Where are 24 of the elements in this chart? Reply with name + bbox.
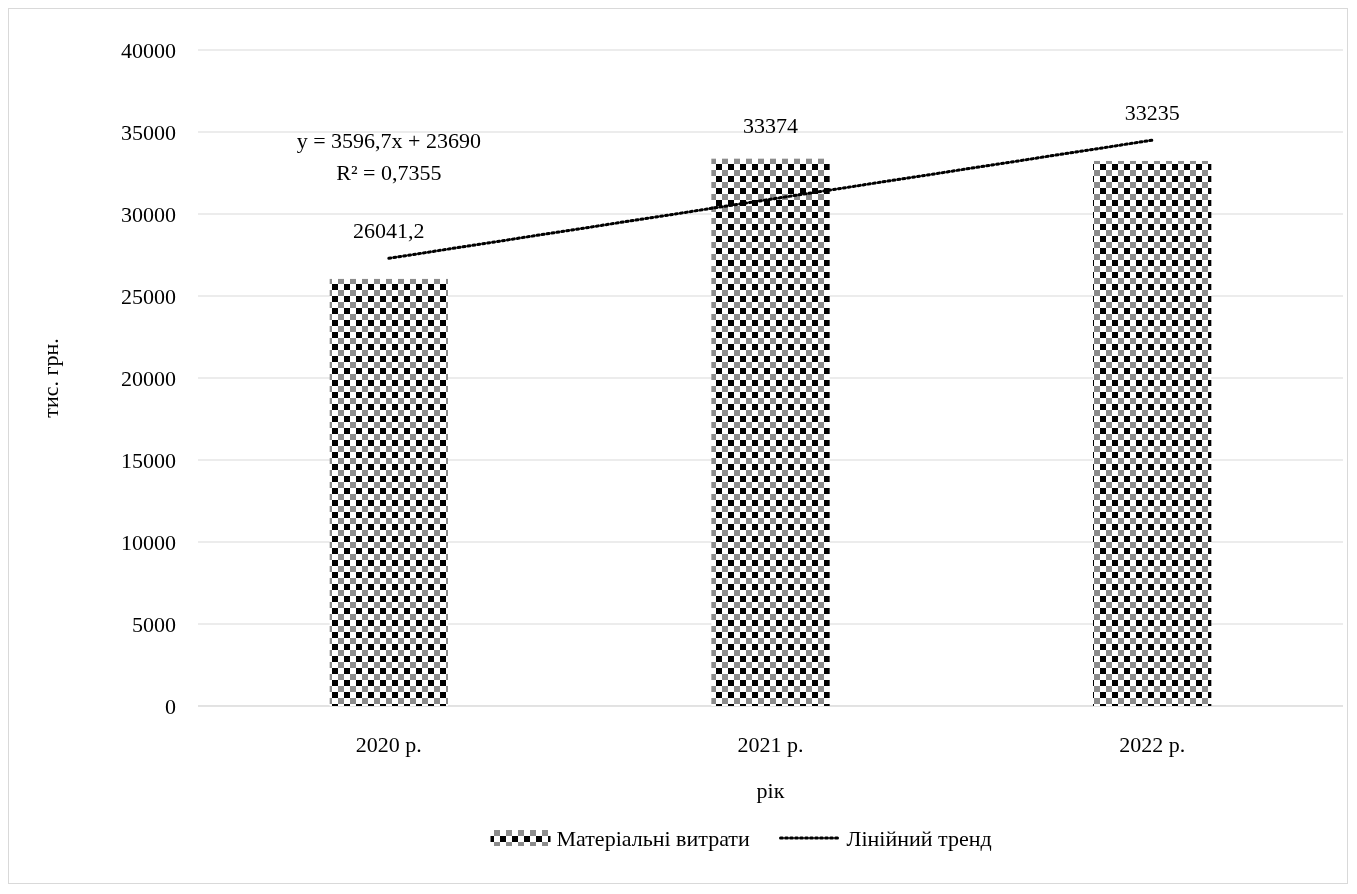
x-tick-label: 2020 р. [355,732,422,757]
annotation: R² = 0,7355 [336,160,442,186]
y-tick-label: 25000 [121,283,176,309]
annotation: y = 3596,7x + 23690 [296,128,481,154]
y-tick-label: 15000 [121,447,176,473]
bar [1093,160,1212,706]
y-tick-label: 10000 [121,529,176,555]
data-label: 33235 [1124,100,1180,126]
y-tick-label: 35000 [121,119,176,145]
x-tick-label: 2022 р. [1119,732,1186,757]
y-tick-label: 0 [165,693,176,719]
y-axis-title: тис. грн. [38,338,63,418]
legend-label: Лінійний тренд [846,825,992,851]
x-axis-title: рік [756,778,785,803]
y-tick-label: 40000 [121,37,176,63]
legend-label: Матеріальні витрати [556,825,750,851]
bar [711,158,830,706]
x-tick-label: 2021 р. [737,732,804,757]
data-label: 33374 [743,112,798,138]
y-tick-label: 20000 [121,365,176,391]
y-tick-label: 30000 [121,201,176,227]
bar [329,278,448,706]
data-label: 26041,2 [353,218,425,244]
y-tick-label: 5000 [132,611,176,637]
